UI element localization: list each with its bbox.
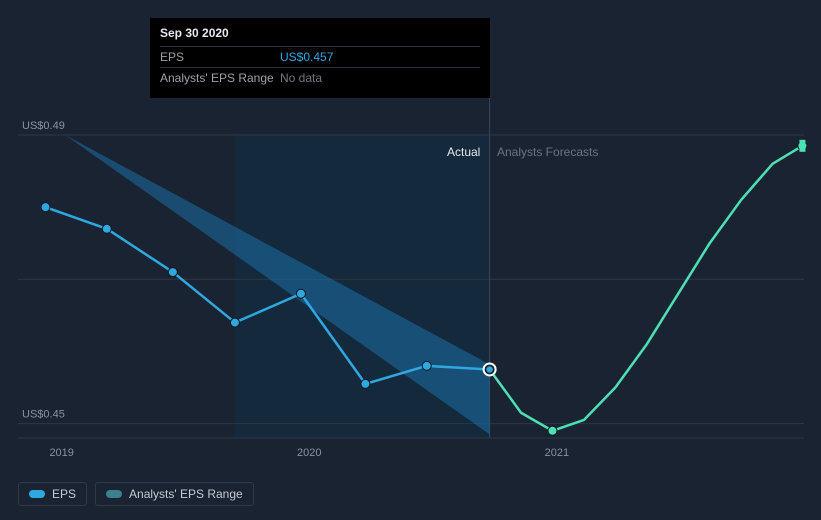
tooltip-row-value: No data (280, 71, 322, 85)
tooltip-row: EPSUS$0.457 (160, 46, 480, 67)
tooltip-row-value: US$0.457 (280, 50, 333, 64)
chart-tooltip: Sep 30 2020 EPSUS$0.457Analysts' EPS Ran… (150, 18, 490, 98)
legend-label: EPS (52, 487, 76, 501)
tooltip-row: Analysts' EPS RangeNo data (160, 67, 480, 88)
x-axis-tick-label: 2019 (49, 447, 73, 459)
chart-legend: EPS Analysts' EPS Range (18, 482, 254, 506)
x-axis-tick-label: 2021 (545, 447, 569, 459)
y-axis-tick-label: US$0.45 (22, 409, 65, 421)
legend-item-eps[interactable]: EPS (18, 482, 87, 506)
tooltip-row-label: Analysts' EPS Range (160, 71, 280, 85)
section-label-forecast: Analysts Forecasts (497, 145, 598, 159)
legend-swatch (106, 490, 122, 498)
x-axis-tick-label: 2020 (297, 447, 321, 459)
legend-label: Analysts' EPS Range (129, 487, 243, 501)
tooltip-row-label: EPS (160, 50, 280, 64)
section-label-actual: Actual (447, 145, 480, 159)
tooltip-date: Sep 30 2020 (160, 26, 480, 40)
legend-item-range[interactable]: Analysts' EPS Range (95, 482, 254, 506)
legend-swatch (29, 490, 45, 498)
y-axis-tick-label: US$0.49 (22, 120, 65, 132)
